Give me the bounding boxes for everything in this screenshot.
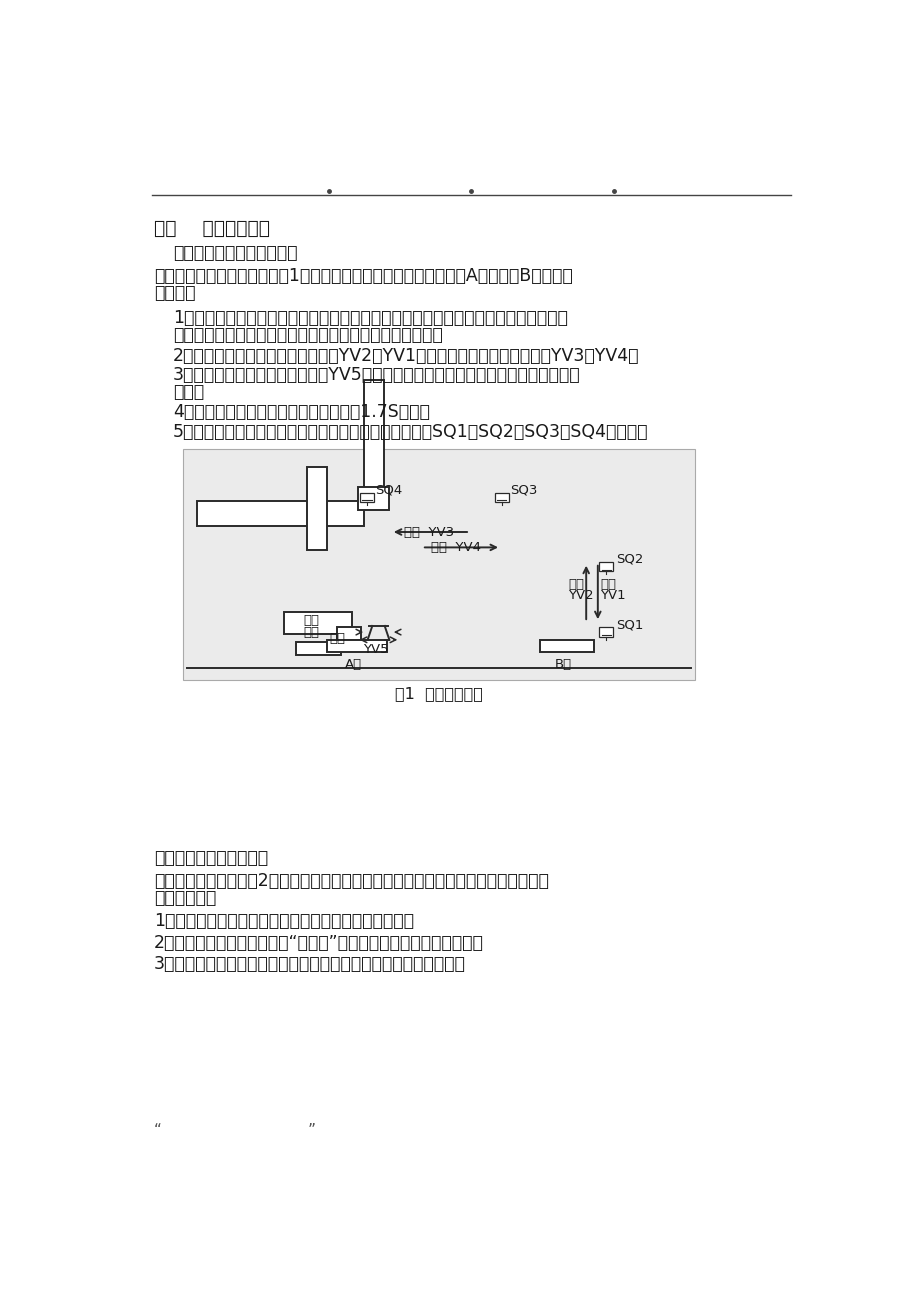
Bar [326,639,387,652]
Text: 松开: 松开 [303,626,319,639]
Text: 二、机械手的的操作功能: 二、机械手的的操作功能 [153,849,267,867]
Text: YV2: YV2 [568,589,594,602]
Text: 1、气动机械手的升降和左右移行分别由不同的双线圈电磁阀来实现，电磁阀线圈失电: 1、气动机械手的升降和左右移行分别由不同的双线圈电磁阀来实现，电磁阀线圈失电 [173,309,567,327]
Bar [598,628,613,637]
Bar [307,467,327,551]
Text: SQ1: SQ1 [615,618,642,631]
Bar [494,492,508,503]
Bar [295,642,340,655]
Text: YV1: YV1 [599,589,625,602]
Text: 下降: 下降 [599,578,616,591]
Text: SQ2: SQ2 [615,553,642,566]
Text: 夹紧: 夹紧 [303,615,319,628]
Text: 一、气动机械手的控制要求: 一、气动机械手的控制要求 [173,243,298,262]
Text: 右行  YV4: 右行 YV4 [431,542,481,555]
Text: A点: A点 [344,659,361,672]
Text: 3、机械手的夹钓由单线圈电磁阀YV5来实现，线圈通电时夹紧工件，线圈断电时松开: 3、机械手的夹钓由单线圈电磁阀YV5来实现，线圈通电时夹紧工件，线圈断电时松开 [173,366,580,384]
Text: YV5: YV5 [363,643,388,656]
Bar [539,639,594,652]
Bar [363,380,383,503]
Text: 工件；: 工件； [173,383,204,401]
Text: 上升: 上升 [568,578,584,591]
Bar [336,628,361,639]
Text: 工件: 工件 [329,631,345,644]
Bar [359,492,373,503]
Bar [284,612,352,634]
Text: 气动机械手的动作示意图如图1所示，气动机械手的功能是将工件今A处移送到B处。控制: 气动机械手的动作示意图如图1所示，气动机械手的功能是将工件今A处移送到B处。控制 [153,267,572,285]
Text: 1、手动工作方式时，用各按鈕的点动实现相应的动作；: 1、手动工作方式时，用各按鈕的点动实现相应的动作； [153,913,414,931]
Text: 一、    题目及要求：: 一、 题目及要求： [153,219,269,238]
Text: 2、回原位工作方式时，按下“回原位”按鈕，则机械手自动返回原位；: 2、回原位工作方式时，按下“回原位”按鈕，则机械手自动返回原位； [153,934,483,952]
Text: 2、上升、下降的电磁阀线圈分别为YV2、YV1；右行、左行的电磁阀线圈为YV3、YV4；: 2、上升、下降的电磁阀线圈分别为YV2、YV1；右行、左行的电磁阀线圈为YV3、… [173,348,639,365]
Bar [598,562,613,572]
Text: B点: B点 [554,659,572,672]
Text: 3、单步工作方式时，每按下一次启动安鈕，机械手向前执行一步；: 3、单步工作方式时，每按下一次启动安鈕，机械手向前执行一步； [153,956,465,974]
Bar [358,487,389,510]
Text: SQ3: SQ3 [510,483,537,496]
Text: SQ4: SQ4 [375,483,403,496]
Text: 机械手的操作面板如图2所示。机械手能实现手动、回原位、单步、单周期和连续等五: 机械手的操作面板如图2所示。机械手能实现手动、回原位、单步、单周期和连续等五 [153,872,548,891]
Text: 图1  机械手示意图: 图1 机械手示意图 [394,686,482,700]
Bar [183,449,694,680]
Text: 要求为：: 要求为： [153,284,195,302]
Bar [197,501,363,526]
Text: 种工作方式。: 种工作方式。 [153,889,216,907]
Text: “                              ”: “ ” [153,1122,315,1138]
Text: 时能保持原来的状态，必须驱动反向的线圈才能反向运动；: 时能保持原来的状态，必须驱动反向的线圈才能反向运动； [173,326,442,344]
Text: 左行  YV3: 左行 YV3 [403,526,454,539]
Text: 5、机械手的下降、上升、右行、左行的限位由行程开关SQ1、SQ2、SQ3、SQ4来实现；: 5、机械手的下降、上升、右行、左行的限位由行程开关SQ1、SQ2、SQ3、SQ4… [173,423,648,440]
Text: 4、机械手的夹钓的松开、夹紧通过延时1.7S实现；: 4、机械手的夹钓的松开、夹紧通过延时1.7S实现； [173,402,429,421]
